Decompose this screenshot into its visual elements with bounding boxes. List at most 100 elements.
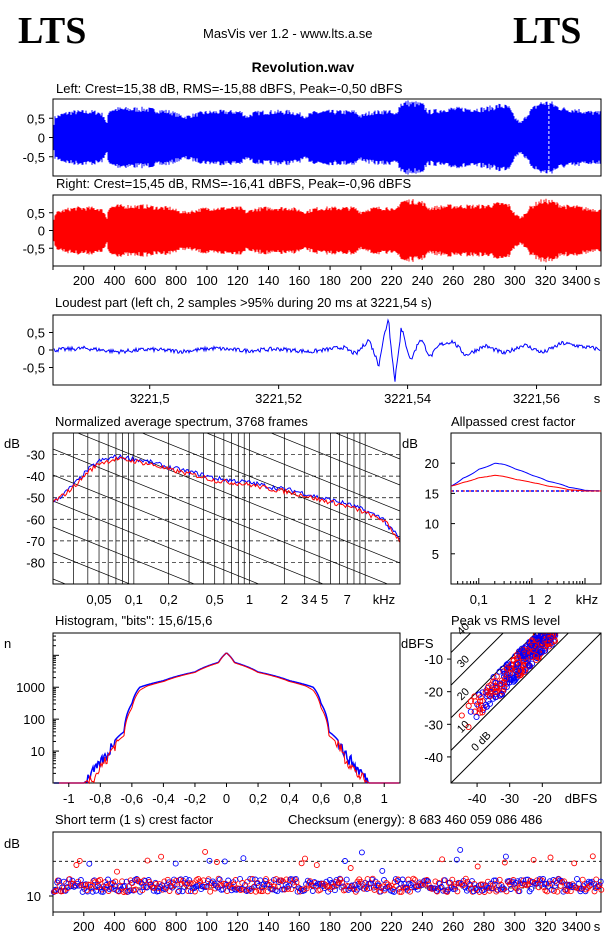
x-tick-label: 0,8 bbox=[344, 791, 362, 806]
x-tick-label: 0,1 bbox=[125, 592, 143, 607]
x-unit-label: dBFS bbox=[565, 791, 598, 806]
data-point bbox=[76, 857, 83, 864]
peak-rms-plot bbox=[451, 633, 601, 783]
data-point bbox=[567, 888, 574, 895]
x-tick-label: 200 bbox=[350, 273, 372, 288]
slope-line bbox=[53, 241, 400, 381]
data-point bbox=[591, 888, 598, 895]
x-tick-label: 240 bbox=[412, 273, 434, 288]
data-point bbox=[467, 708, 474, 715]
data-point bbox=[158, 853, 165, 860]
x-tick-label: 300 bbox=[504, 273, 526, 288]
x-tick-label: 800 bbox=[165, 273, 187, 288]
x-tick-label: 180 bbox=[319, 273, 341, 288]
x-tick-label: 7 bbox=[344, 592, 351, 607]
data-point bbox=[271, 883, 278, 890]
y-tick-label: 10 bbox=[425, 517, 439, 532]
data-point bbox=[331, 887, 338, 894]
x-tick-label: -40 bbox=[468, 791, 487, 806]
data-point bbox=[502, 675, 509, 682]
data-point bbox=[521, 651, 528, 658]
histogram-title: Histogram, "bits": 15,6/15,6 bbox=[55, 613, 213, 628]
data-point bbox=[283, 876, 290, 883]
left-waveform-trace bbox=[53, 100, 601, 175]
y-tick-label: 10 bbox=[27, 889, 41, 904]
data-point bbox=[530, 856, 537, 863]
data-point bbox=[540, 634, 547, 641]
data-point bbox=[564, 887, 571, 894]
data-point bbox=[144, 857, 151, 864]
data-point bbox=[119, 878, 126, 885]
y-tick-label: -40 bbox=[26, 469, 45, 484]
data-point bbox=[477, 694, 484, 701]
data-point bbox=[240, 855, 247, 862]
data-point bbox=[176, 887, 183, 894]
x-tick-label: 0,6 bbox=[312, 791, 330, 806]
spectrum-right bbox=[53, 455, 400, 543]
data-point bbox=[140, 884, 147, 890]
data-point bbox=[238, 886, 245, 892]
logo-left: LTS bbox=[18, 10, 87, 52]
y-tick-label: 10 bbox=[31, 744, 45, 759]
data-point bbox=[486, 693, 493, 700]
y-tick-label: 0,5 bbox=[27, 326, 45, 341]
data-point bbox=[69, 877, 76, 884]
data-point bbox=[483, 883, 490, 890]
data-point bbox=[547, 854, 554, 861]
data-point bbox=[528, 642, 535, 649]
crest-left bbox=[450, 462, 602, 492]
data-point bbox=[343, 876, 350, 883]
data-point bbox=[462, 875, 469, 882]
y-tick-label: 0,5 bbox=[27, 206, 45, 221]
data-point bbox=[454, 888, 461, 895]
data-point bbox=[528, 885, 535, 892]
data-point bbox=[105, 876, 111, 883]
y-tick-label: -60 bbox=[26, 512, 45, 527]
data-point bbox=[396, 888, 403, 895]
x-tick-label: 320 bbox=[535, 919, 557, 934]
data-point bbox=[293, 879, 300, 886]
data-point bbox=[339, 879, 346, 886]
data-point bbox=[298, 860, 305, 867]
x-tick-label: -1 bbox=[63, 791, 75, 806]
x-tick-label: 3400 bbox=[562, 919, 591, 934]
x-tick-label: 200 bbox=[73, 273, 95, 288]
x-tick-label: 260 bbox=[442, 919, 464, 934]
data-point bbox=[588, 881, 595, 888]
spectrum-title: Normalized average spectrum, 3768 frames bbox=[55, 414, 308, 429]
data-point bbox=[337, 876, 344, 883]
x-unit-label: s bbox=[594, 273, 601, 288]
x-tick-label: 0,2 bbox=[249, 791, 267, 806]
data-point bbox=[435, 879, 442, 886]
data-point bbox=[125, 883, 132, 890]
x-tick-label: 800 bbox=[165, 919, 187, 934]
x-tick-label: 200 bbox=[73, 919, 95, 934]
data-point bbox=[139, 887, 146, 894]
slope-line bbox=[53, 552, 131, 584]
data-point bbox=[525, 650, 532, 657]
data-point bbox=[172, 860, 179, 867]
y-axis-label: dBFS bbox=[401, 636, 434, 651]
x-tick-label: 140 bbox=[258, 273, 280, 288]
x-tick-label: 400 bbox=[104, 919, 126, 934]
data-point bbox=[586, 883, 593, 890]
y-axis-label: dB bbox=[4, 836, 20, 851]
data-point bbox=[292, 875, 299, 882]
data-point bbox=[203, 883, 210, 890]
data-point bbox=[482, 701, 489, 708]
data-point bbox=[503, 888, 510, 895]
y-tick-label: 15 bbox=[425, 486, 439, 501]
data-point bbox=[589, 853, 596, 860]
data-point bbox=[88, 885, 95, 892]
slope-line bbox=[53, 474, 325, 584]
y-axis-label: dB bbox=[4, 436, 20, 451]
x-tick-label: 120 bbox=[227, 273, 249, 288]
data-point bbox=[249, 875, 256, 882]
x-tick-label: 1 bbox=[381, 791, 388, 806]
data-point bbox=[476, 709, 484, 716]
data-point bbox=[77, 877, 84, 883]
x-unit-label: kHz bbox=[576, 592, 598, 607]
data-point bbox=[522, 655, 529, 662]
data-point bbox=[510, 656, 517, 663]
